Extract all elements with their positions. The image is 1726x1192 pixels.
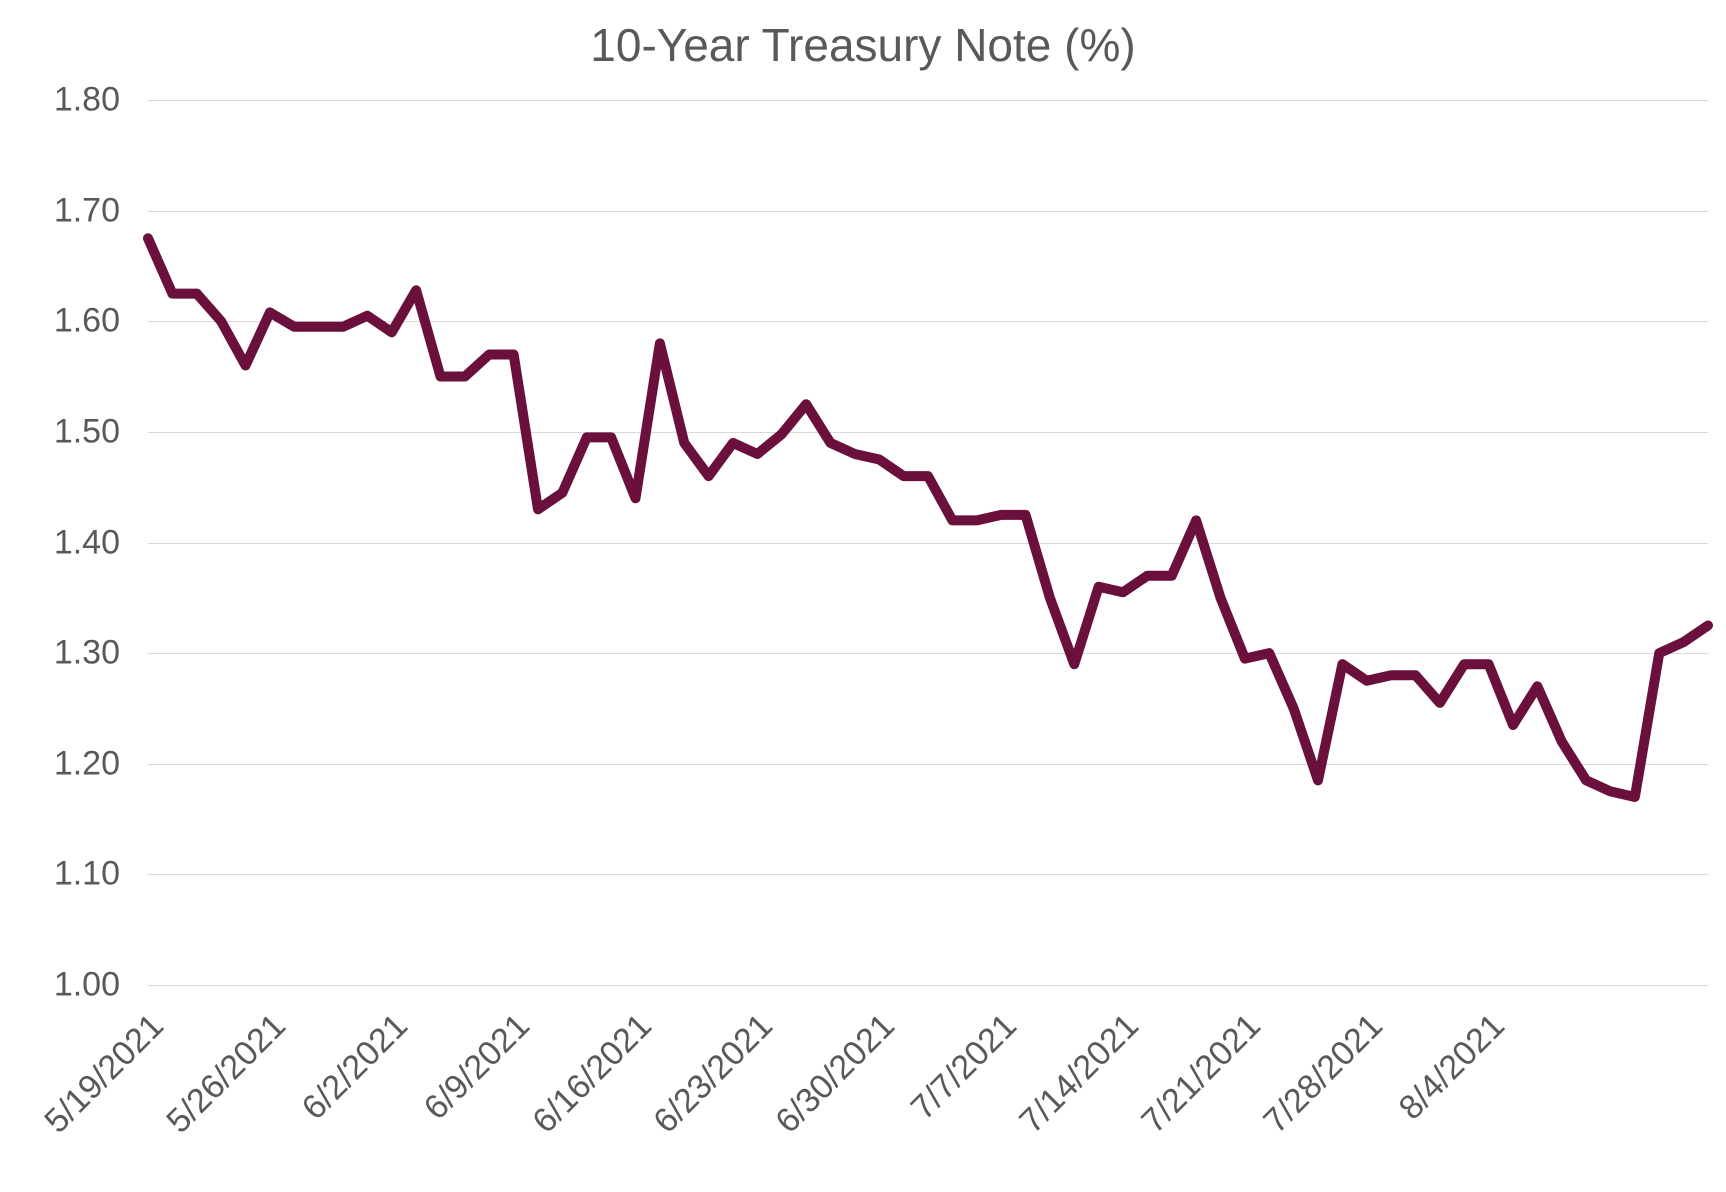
y-tick-label: 1.60 (0, 302, 120, 341)
y-tick-label: 1.00 (0, 966, 120, 1005)
gridline (148, 985, 1708, 986)
y-tick-label: 1.50 (0, 412, 120, 451)
y-tick-label: 1.70 (0, 191, 120, 230)
chart-title: 10-Year Treasury Note (%) (0, 18, 1726, 72)
plot-area (148, 100, 1708, 985)
y-tick-label: 1.40 (0, 523, 120, 562)
y-tick-label: 1.20 (0, 744, 120, 783)
line-series (148, 100, 1708, 985)
y-tick-label: 1.30 (0, 634, 120, 673)
treasury-line-chart: 10-Year Treasury Note (%) 1.00 1.10 1.20 1.… (0, 0, 1726, 1192)
y-tick-label: 1.80 (0, 81, 120, 120)
y-tick-label: 1.10 (0, 855, 120, 894)
